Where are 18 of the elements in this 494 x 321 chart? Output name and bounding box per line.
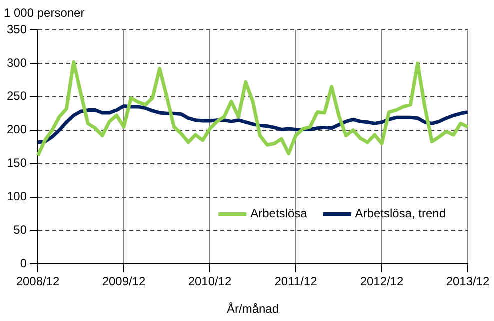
y-tick-label: 150 [6, 156, 28, 170]
y-tick-label: 50 [14, 223, 28, 238]
y-tick-label: 100 [6, 190, 28, 204]
y-tick-label: 300 [6, 56, 28, 70]
x-tick-label: 2011/12 [274, 274, 318, 289]
x-tick-label: 2013/12 [446, 274, 490, 289]
legend-label: Arbetslösa, trend [355, 206, 446, 221]
y-tick-label: 350 [6, 22, 28, 36]
x-tick-label: 2010/12 [188, 274, 232, 289]
y-axis-title: 1 000 personer [4, 6, 85, 20]
x-tick-label: 2009/12 [102, 274, 146, 289]
x-tick-label: 2012/12 [360, 274, 404, 289]
y-tick-label: 250 [6, 89, 28, 104]
legend-label: Arbetslösa [250, 206, 308, 221]
x-tick-label: 2008/12 [16, 274, 60, 289]
x-axis-title: År/månad [226, 302, 280, 316]
y-tick-label: 200 [6, 122, 28, 137]
y-tick-label: 0 [20, 256, 28, 271]
